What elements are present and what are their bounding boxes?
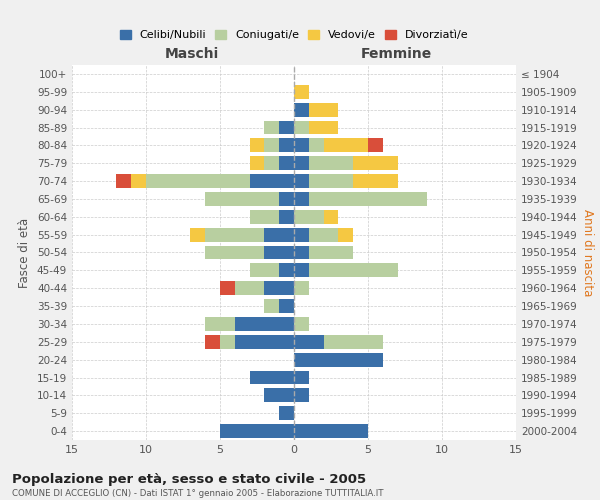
Bar	[205, 317, 235, 331]
Bar	[265, 388, 294, 402]
Bar	[265, 138, 279, 152]
Bar	[146, 174, 250, 188]
Bar	[235, 317, 294, 331]
Bar	[309, 156, 353, 170]
Bar	[279, 406, 294, 420]
Bar	[279, 192, 294, 206]
Text: Femmine: Femmine	[361, 48, 432, 61]
Bar	[294, 85, 309, 99]
Bar	[294, 352, 383, 366]
Text: Popolazione per età, sesso e stato civile - 2005: Popolazione per età, sesso e stato civil…	[12, 472, 366, 486]
Bar	[309, 246, 353, 260]
Bar	[294, 264, 309, 278]
Bar	[323, 210, 338, 224]
Bar	[205, 335, 220, 349]
Bar	[294, 174, 309, 188]
Text: Maschi: Maschi	[165, 48, 219, 61]
Bar	[279, 138, 294, 152]
Bar	[190, 228, 205, 241]
Bar	[235, 281, 265, 295]
Bar	[294, 281, 309, 295]
Text: COMUNE DI ACCEGLIO (CN) - Dati ISTAT 1° gennaio 2005 - Elaborazione TUTTITALIA.I: COMUNE DI ACCEGLIO (CN) - Dati ISTAT 1° …	[12, 489, 383, 498]
Bar	[265, 281, 294, 295]
Bar	[131, 174, 146, 188]
Y-axis label: Anni di nascita: Anni di nascita	[581, 209, 594, 296]
Bar	[309, 192, 427, 206]
Bar	[250, 156, 265, 170]
Bar	[116, 174, 131, 188]
Bar	[220, 424, 294, 438]
Bar	[368, 138, 383, 152]
Bar	[279, 120, 294, 134]
Bar	[279, 299, 294, 313]
Bar	[250, 138, 265, 152]
Bar	[205, 192, 279, 206]
Bar	[265, 228, 294, 241]
Bar	[265, 120, 279, 134]
Bar	[294, 210, 323, 224]
Bar	[294, 138, 309, 152]
Bar	[250, 264, 279, 278]
Bar	[250, 210, 279, 224]
Bar	[205, 246, 265, 260]
Bar	[265, 156, 279, 170]
Bar	[353, 174, 398, 188]
Bar	[309, 102, 338, 117]
Bar	[323, 138, 368, 152]
Bar	[265, 246, 294, 260]
Bar	[294, 156, 309, 170]
Bar	[279, 210, 294, 224]
Bar	[279, 156, 294, 170]
Bar	[323, 335, 383, 349]
Bar	[294, 424, 368, 438]
Legend: Celibi/Nubili, Coniugati/e, Vedovi/e, Divorziatì/e: Celibi/Nubili, Coniugati/e, Vedovi/e, Di…	[115, 26, 473, 45]
Bar	[309, 138, 323, 152]
Bar	[294, 335, 323, 349]
Bar	[220, 335, 235, 349]
Bar	[294, 120, 309, 134]
Bar	[205, 228, 265, 241]
Y-axis label: Fasce di età: Fasce di età	[19, 218, 31, 288]
Bar	[309, 174, 353, 188]
Bar	[294, 370, 309, 384]
Bar	[338, 228, 353, 241]
Bar	[294, 388, 309, 402]
Bar	[353, 156, 398, 170]
Bar	[309, 264, 398, 278]
Bar	[309, 228, 338, 241]
Bar	[294, 246, 309, 260]
Bar	[220, 281, 235, 295]
Bar	[294, 228, 309, 241]
Bar	[250, 370, 294, 384]
Bar	[250, 174, 294, 188]
Bar	[294, 317, 309, 331]
Bar	[294, 192, 309, 206]
Bar	[279, 264, 294, 278]
Bar	[294, 102, 309, 117]
Bar	[235, 335, 294, 349]
Bar	[265, 299, 279, 313]
Bar	[309, 120, 338, 134]
